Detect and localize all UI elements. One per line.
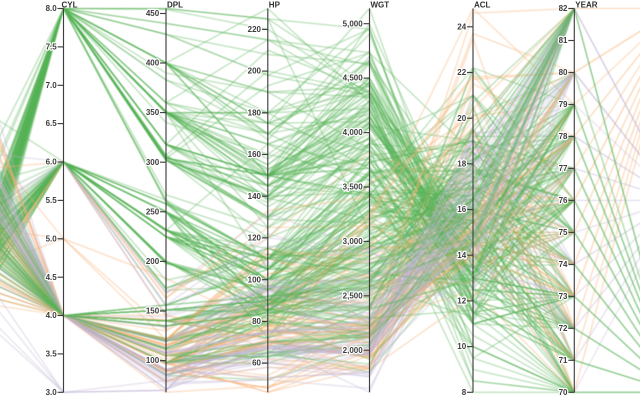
- svg-text:18: 18: [457, 159, 466, 168]
- svg-text:4.5: 4.5: [46, 273, 58, 282]
- svg-text:82: 82: [559, 4, 568, 13]
- svg-text:4.0: 4.0: [46, 311, 58, 320]
- svg-text:10: 10: [457, 342, 466, 351]
- svg-text:20: 20: [457, 114, 466, 123]
- svg-text:14: 14: [457, 251, 466, 260]
- svg-text:200: 200: [248, 67, 262, 76]
- svg-text:4,000: 4,000: [343, 128, 364, 137]
- svg-text:5.0: 5.0: [46, 234, 58, 243]
- svg-text:3,500: 3,500: [343, 183, 364, 192]
- svg-text:7.0: 7.0: [46, 81, 58, 90]
- svg-text:79: 79: [559, 100, 568, 109]
- svg-text:77: 77: [559, 164, 568, 173]
- svg-text:12: 12: [457, 296, 466, 305]
- svg-text:100: 100: [146, 356, 160, 365]
- svg-text:5,000: 5,000: [343, 19, 364, 28]
- svg-text:60: 60: [252, 359, 261, 368]
- svg-text:120: 120: [248, 233, 262, 242]
- svg-text:450: 450: [146, 9, 160, 18]
- svg-text:24: 24: [457, 22, 466, 31]
- svg-text:7.5: 7.5: [46, 42, 58, 51]
- svg-text:3,000: 3,000: [343, 237, 364, 246]
- svg-text:80: 80: [252, 317, 261, 326]
- svg-text:80: 80: [559, 68, 568, 77]
- svg-text:78: 78: [559, 132, 568, 141]
- svg-text:WGT: WGT: [371, 0, 390, 9]
- svg-text:6.5: 6.5: [46, 119, 58, 128]
- svg-text:250: 250: [146, 207, 160, 216]
- svg-text:75: 75: [559, 228, 568, 237]
- svg-text:200: 200: [146, 257, 160, 266]
- svg-text:8.0: 8.0: [46, 4, 58, 13]
- svg-text:YEAR: YEAR: [575, 0, 597, 9]
- svg-text:76: 76: [559, 196, 568, 205]
- svg-text:160: 160: [248, 150, 262, 159]
- svg-text:6.0: 6.0: [46, 158, 58, 167]
- svg-text:DPL: DPL: [167, 0, 183, 9]
- svg-text:71: 71: [559, 356, 568, 365]
- svg-text:150: 150: [146, 307, 160, 316]
- svg-text:4,500: 4,500: [343, 74, 364, 83]
- svg-text:220: 220: [248, 25, 262, 34]
- svg-text:CYL: CYL: [62, 0, 78, 9]
- svg-text:3.5: 3.5: [46, 349, 58, 358]
- svg-text:350: 350: [146, 108, 160, 117]
- svg-text:8: 8: [462, 388, 467, 397]
- svg-text:ACL: ACL: [474, 0, 491, 9]
- svg-text:73: 73: [559, 292, 568, 301]
- svg-text:300: 300: [146, 158, 160, 167]
- svg-text:5.5: 5.5: [46, 196, 58, 205]
- svg-text:22: 22: [457, 68, 466, 77]
- svg-text:3.0: 3.0: [46, 388, 58, 397]
- svg-text:180: 180: [248, 108, 262, 117]
- svg-text:72: 72: [559, 324, 568, 333]
- svg-text:HP: HP: [269, 0, 281, 9]
- svg-text:2,000: 2,000: [343, 346, 364, 355]
- svg-text:400: 400: [146, 59, 160, 68]
- svg-text:2,500: 2,500: [343, 291, 364, 300]
- svg-text:100: 100: [248, 275, 262, 284]
- svg-text:70: 70: [559, 388, 568, 397]
- svg-text:16: 16: [457, 205, 466, 214]
- svg-text:81: 81: [559, 36, 568, 45]
- svg-text:140: 140: [248, 192, 262, 201]
- svg-text:74: 74: [559, 260, 568, 269]
